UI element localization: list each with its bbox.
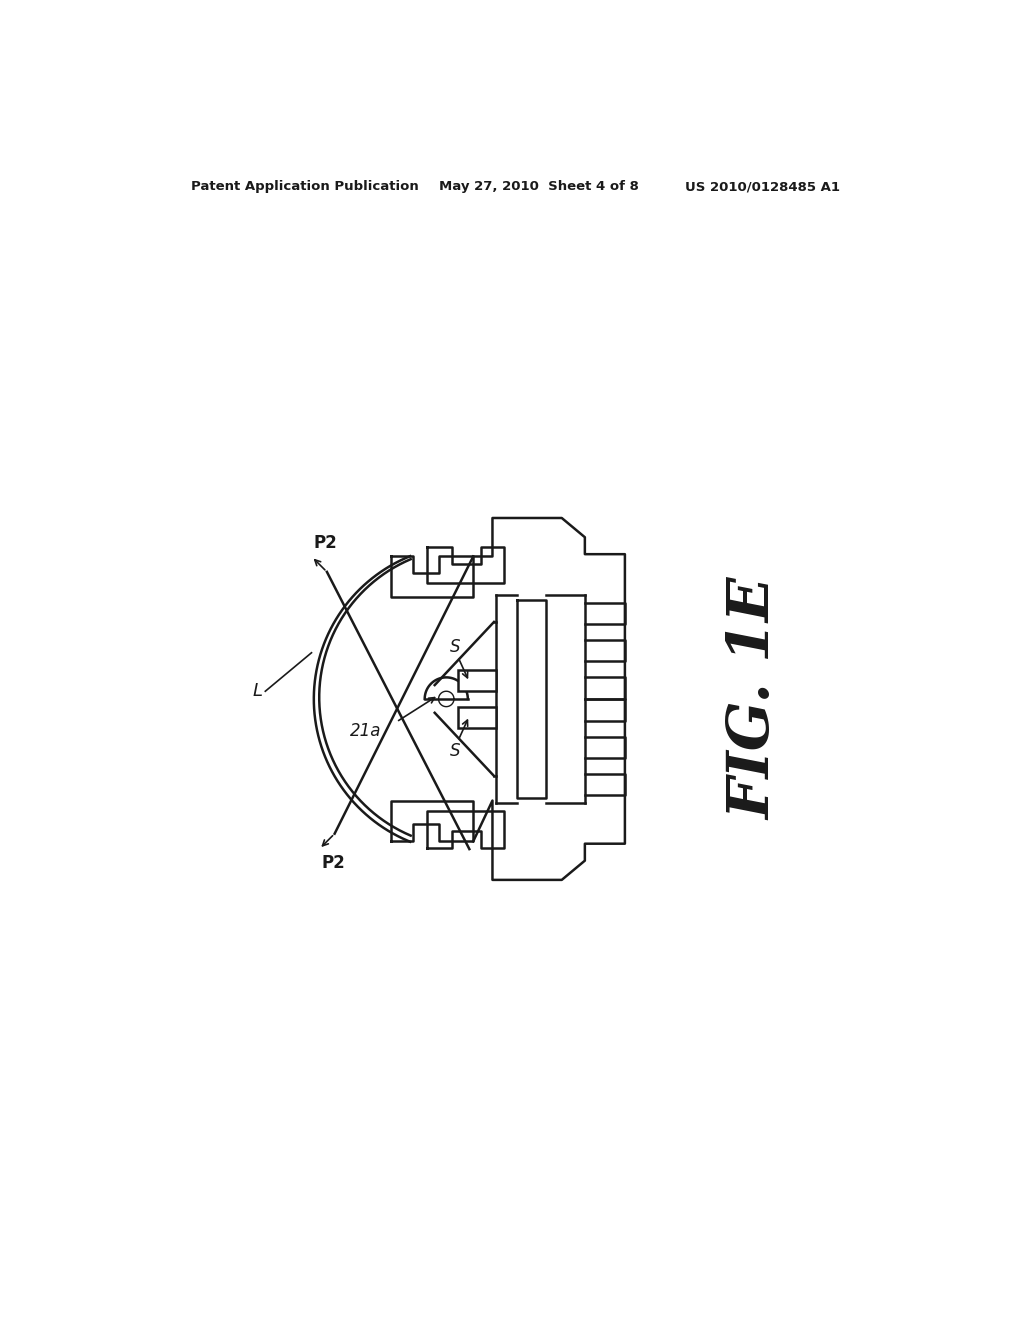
Text: 21a: 21a bbox=[349, 722, 381, 741]
Text: US 2010/0128485 A1: US 2010/0128485 A1 bbox=[685, 181, 840, 194]
Text: L: L bbox=[253, 682, 262, 700]
Text: Patent Application Publication: Patent Application Publication bbox=[190, 181, 419, 194]
Bar bbox=[458, 706, 497, 729]
Text: P2: P2 bbox=[313, 533, 337, 552]
Text: May 27, 2010  Sheet 4 of 8: May 27, 2010 Sheet 4 of 8 bbox=[438, 181, 638, 194]
Text: S: S bbox=[451, 742, 461, 760]
Text: P2: P2 bbox=[322, 854, 345, 873]
Text: S: S bbox=[451, 638, 461, 656]
Bar bbox=[458, 669, 497, 692]
Text: FIG. 1E: FIG. 1E bbox=[726, 578, 782, 820]
